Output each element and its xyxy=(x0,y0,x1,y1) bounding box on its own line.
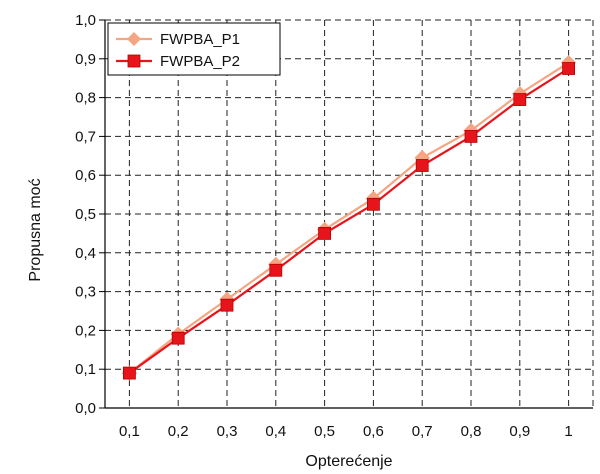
series-line-fwpba_p2 xyxy=(128,67,570,374)
series-group xyxy=(121,54,577,381)
y-tick-label: 0,1 xyxy=(75,361,96,378)
y-tick-label: 0,9 xyxy=(75,51,96,68)
y-tick-label: 0,0 xyxy=(75,400,96,417)
y-tick-label: 0,8 xyxy=(75,90,96,107)
x-tick-label: 0,7 xyxy=(412,423,433,440)
x-tick-label: 0,8 xyxy=(461,423,482,440)
data-point-fwpba_p2 xyxy=(269,263,283,277)
y-axis-title: Propusna moć xyxy=(27,178,44,281)
y-tick-label: 0,4 xyxy=(75,245,96,262)
x-tick-label: 0,3 xyxy=(217,423,238,440)
axes xyxy=(99,19,594,409)
x-tick-label: 1 xyxy=(564,423,572,440)
legend-marker xyxy=(127,32,141,46)
y-tick-label: 0,2 xyxy=(75,322,96,339)
legend-marker xyxy=(127,54,141,68)
x-tick-label: 0,4 xyxy=(265,423,286,440)
tick-labels: 0,0 0,1 0,2 0,3 0,4 0,5 0,6 0,7 0,8 0,9 1,0 0,1 0,2 0… xyxy=(75,12,573,440)
data-point-fwpba_p2 xyxy=(415,159,429,172)
data-point-fwpba_p2 xyxy=(171,331,185,345)
y-tick-label: 1,0 xyxy=(75,12,96,29)
y-tick-label: 0,6 xyxy=(75,167,96,184)
x-tick-label: 0,1 xyxy=(119,423,140,440)
data-point-fwpba_p2 xyxy=(123,366,136,380)
grid xyxy=(105,19,593,408)
data-point-fwpba_p2 xyxy=(318,226,332,240)
x-tick-label: 0,5 xyxy=(314,423,335,440)
x-tick-label: 0,9 xyxy=(509,423,530,440)
x-tick-label: 0,2 xyxy=(168,423,189,440)
legend-label: FWPBA_P2 xyxy=(160,53,240,70)
y-tick-label: 0,7 xyxy=(75,128,96,145)
data-point-fwpba_p2 xyxy=(513,93,527,106)
data-point-fwpba_p2 xyxy=(366,197,380,211)
x-axis-title: Opterećenje xyxy=(305,453,392,470)
x-tick-label: 0,6 xyxy=(363,423,384,440)
series-line-fwpba_p1 xyxy=(128,61,570,374)
legend-label: FWPBA_P1 xyxy=(160,31,240,48)
legend: FWPBA_P1 FWPBA_P2 xyxy=(107,22,281,76)
data-point-fwpba_p2 xyxy=(464,129,478,143)
y-tick-label: 0,3 xyxy=(75,284,96,301)
data-point-fwpba_p2 xyxy=(220,298,234,312)
data-point-fwpba_p2 xyxy=(562,62,575,75)
y-tick-label: 0,5 xyxy=(75,206,96,223)
